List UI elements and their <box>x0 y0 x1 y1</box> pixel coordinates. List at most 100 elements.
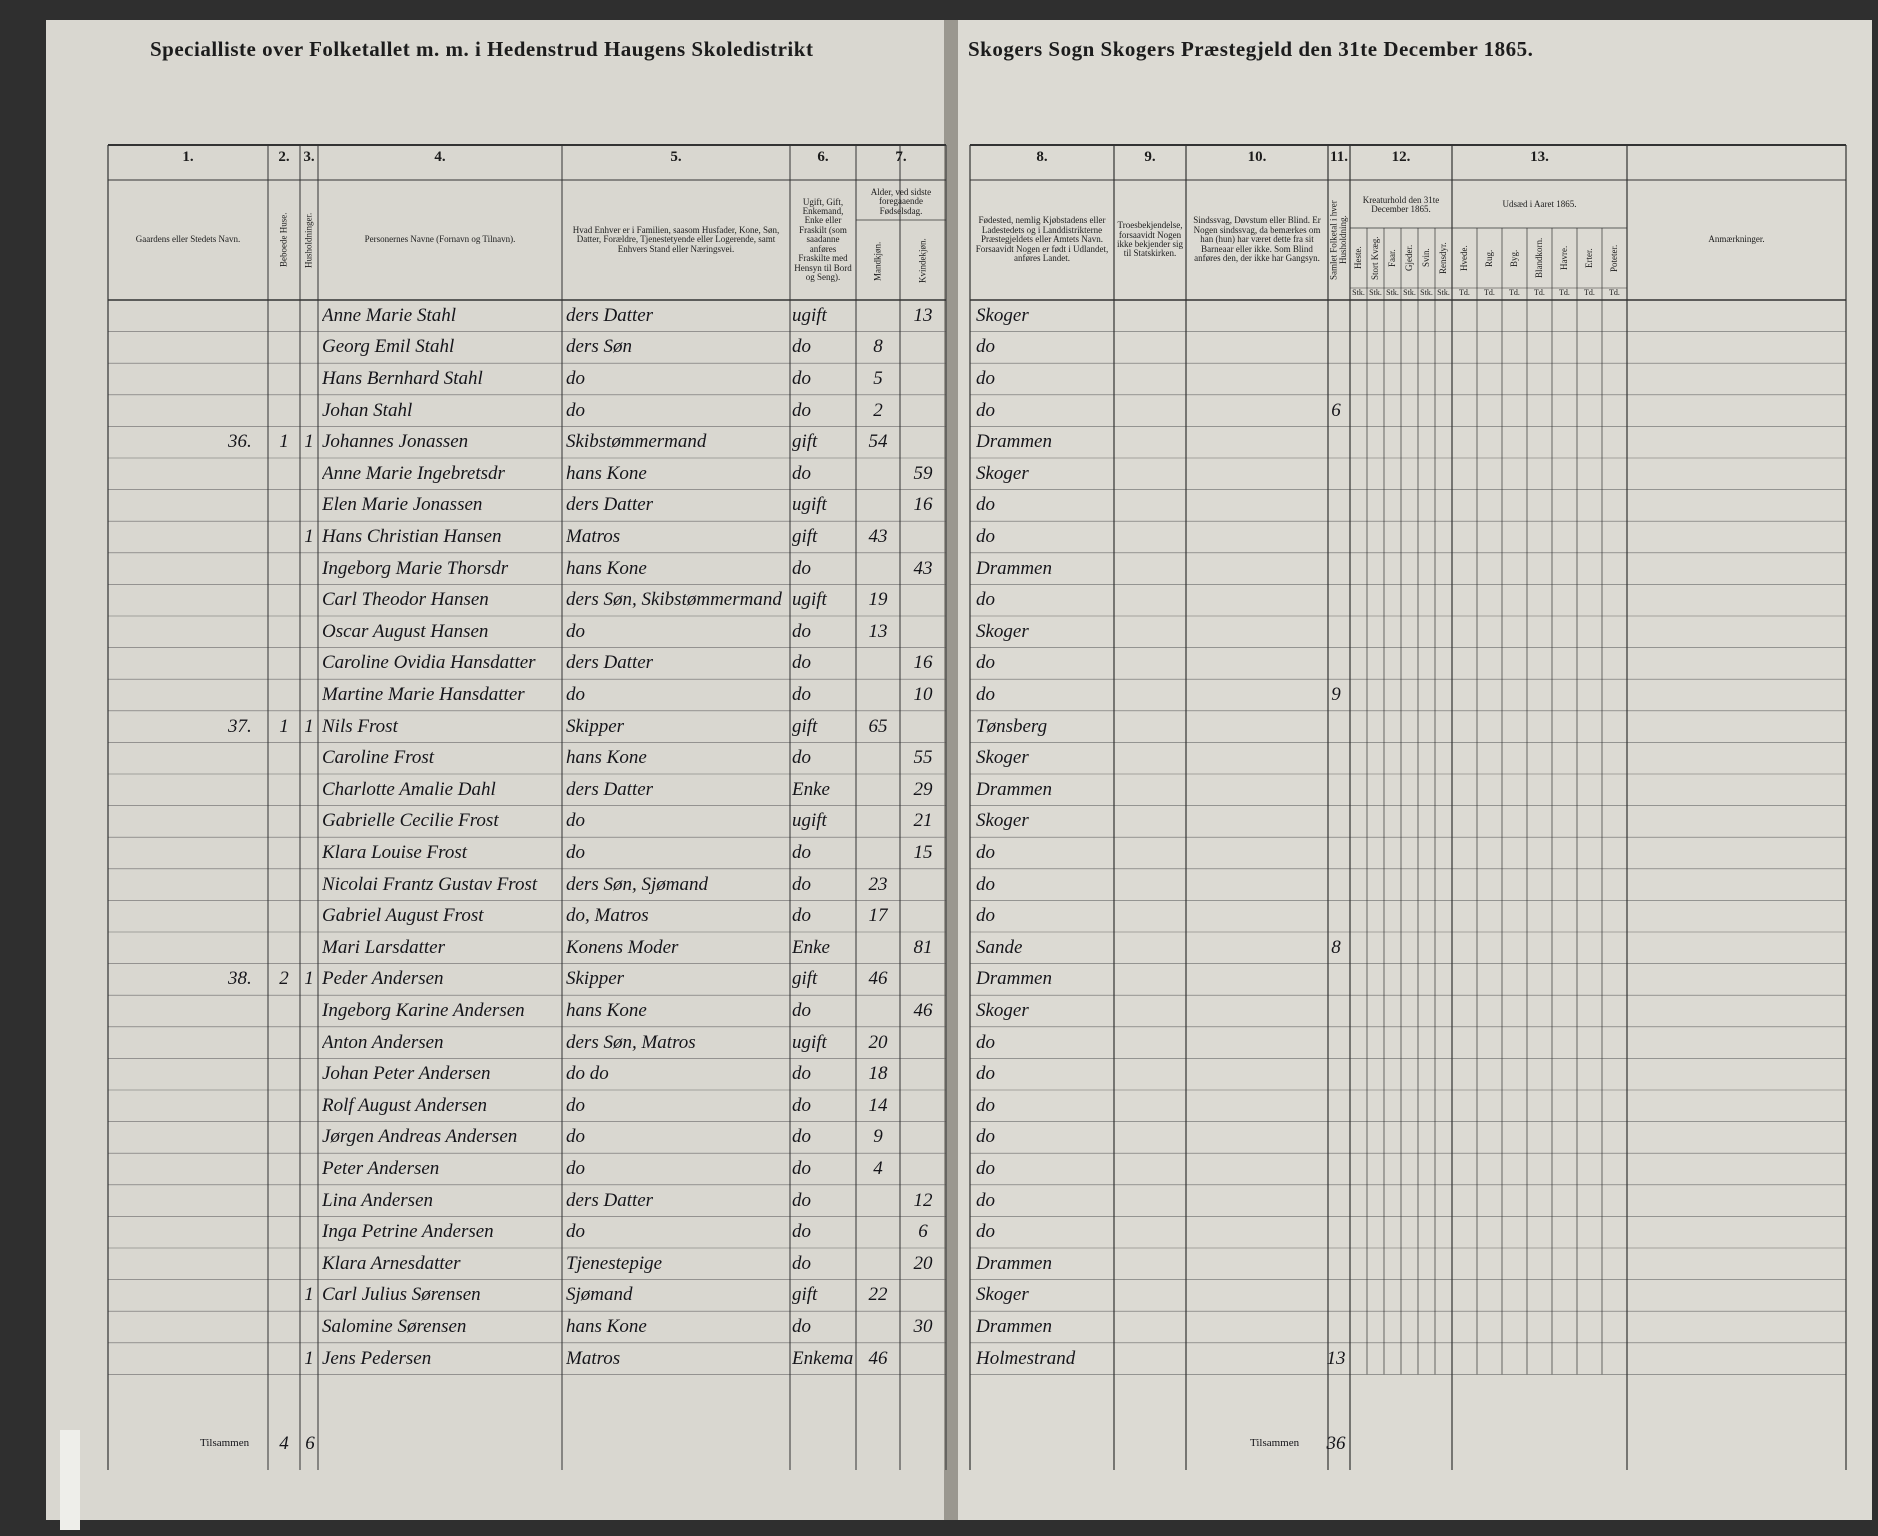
age-male: 20 <box>868 1031 888 1053</box>
person-name: Ingeborg Marie Thorsdr <box>322 557 509 579</box>
houses: 1 <box>279 715 289 737</box>
right-title: Skogers Sogn Skogers Præstegjeld den 31t… <box>968 38 1534 61</box>
right-page <box>956 20 1872 1520</box>
marital-status: Enkemand <box>792 1347 854 1369</box>
column-label: Sindssvag, Døvstum eller Blind. Er Nogen… <box>1193 215 1321 264</box>
column-number: 11. <box>1330 150 1348 165</box>
birthplace: do <box>976 399 995 421</box>
person-name: Martine Marie Hansdatter <box>322 684 525 706</box>
birthplace: do <box>976 1126 995 1148</box>
age-female: 59 <box>913 462 933 484</box>
households: 1 <box>304 1284 314 1306</box>
marital-status: do <box>792 1158 811 1180</box>
age-female: 81 <box>913 936 933 958</box>
person-name: Gabrielle Cecilie Frost <box>322 810 499 832</box>
households: 1 <box>304 431 314 453</box>
birthplace: Drammen <box>976 431 1052 453</box>
birthplace: Drammen <box>976 557 1052 579</box>
person-name: Hans Christian Hansen <box>322 526 502 548</box>
marital-status: do <box>792 1252 811 1274</box>
age-male: 22 <box>868 1284 888 1306</box>
marital-status: do <box>792 336 811 358</box>
family-position: Konens Moder <box>566 936 679 958</box>
birthplace: do <box>976 905 995 927</box>
column-number: 12. <box>1391 150 1411 165</box>
unit-label: Stk. <box>1369 289 1382 297</box>
marital-status: do <box>792 557 811 579</box>
person-name: Georg Emil Stahl <box>322 336 455 358</box>
column-number: 5. <box>670 150 682 165</box>
marital-status: do <box>792 842 811 864</box>
marital-status: do <box>792 905 811 927</box>
age-male: 65 <box>868 715 888 737</box>
birthplace: Skoger <box>976 1000 1029 1022</box>
age-female: 16 <box>913 494 933 516</box>
family-position: ders Søn <box>566 336 632 358</box>
person-name: Anne Marie Ingebretsdr <box>322 462 505 484</box>
sub-column-label: Havre. <box>1558 245 1569 271</box>
age-male: 43 <box>868 526 888 548</box>
marital-status: do <box>792 1126 811 1148</box>
age-male: 19 <box>868 589 888 611</box>
family-position: ders Datter <box>566 652 654 674</box>
person-name: Anton Andersen <box>322 1031 444 1053</box>
birthplace: do <box>976 1094 995 1116</box>
unit-label: Td. <box>1609 289 1620 297</box>
marital-status: do <box>792 1000 811 1022</box>
age-male: 46 <box>868 1347 888 1369</box>
household-total: 13 <box>1326 1347 1346 1369</box>
birthplace: do <box>976 842 995 864</box>
unit-label: Td. <box>1559 289 1570 297</box>
marital-status: do <box>792 1094 811 1116</box>
family-position: Skibstømmermand <box>566 431 707 453</box>
left-page <box>46 20 948 1520</box>
age-male: 5 <box>873 368 883 390</box>
sub-column-label: Rug. <box>1483 249 1494 267</box>
age-female: 13 <box>913 304 933 326</box>
sub-column-label: Hvede. <box>1458 245 1469 271</box>
family-position: ders Søn, Sjømand <box>566 873 708 895</box>
age-female: 55 <box>913 747 933 769</box>
birthplace: do <box>976 589 995 611</box>
person-name: Salomine Sørensen <box>322 1316 467 1338</box>
households: 1 <box>304 526 314 548</box>
left-title: Specialliste over Folketallet m. m. i He… <box>150 38 814 61</box>
marital-status: do <box>792 399 811 421</box>
marital-status: gift <box>792 715 818 737</box>
family-position: Matros <box>566 526 621 548</box>
column-label: Gaardens eller Stedets Navn. <box>135 234 241 245</box>
birthplace: Tønsberg <box>976 715 1048 737</box>
family-position: do <box>566 368 585 390</box>
column-label: Troesbekjendelse, forsaavidt Nogen ikke … <box>1117 220 1183 259</box>
column-label: Personernes Navne (Fornavn og Tilnavn). <box>364 234 516 245</box>
birthplace: do <box>976 526 995 548</box>
unit-label: Td. <box>1509 289 1520 297</box>
family-position: ders Søn, Matros <box>566 1031 696 1053</box>
marital-status: ugift <box>792 810 827 832</box>
column-number: 6. <box>817 150 829 165</box>
column-number: 1. <box>182 150 194 165</box>
marital-status: do <box>792 462 811 484</box>
family-position: Skipper <box>566 715 625 737</box>
farm-number: 37. <box>228 715 252 737</box>
age-male: 8 <box>873 336 883 358</box>
marital-status: do <box>792 368 811 390</box>
person-name: Ingeborg Karine Andersen <box>322 1000 525 1022</box>
unit-label: Stk. <box>1386 289 1399 297</box>
age-female: 43 <box>913 557 933 579</box>
person-name: Carl Julius Sørensen <box>322 1284 481 1306</box>
marital-status: gift <box>792 431 818 453</box>
column-label: Husholdninger. <box>303 212 314 268</box>
age-female: 30 <box>913 1316 933 1338</box>
family-position: ders Datter <box>566 778 654 800</box>
birthplace: Skoger <box>976 747 1029 769</box>
unit-label: Td. <box>1584 289 1595 297</box>
person-name: Caroline Ovidia Hansdatter <box>322 652 536 674</box>
family-position: hans Kone <box>566 557 647 579</box>
age-female: 21 <box>913 810 933 832</box>
family-position: do, Matros <box>566 905 649 927</box>
farm-number: 38. <box>228 968 252 990</box>
totals-label: Tilsammen <box>200 1437 250 1450</box>
age-female: 6 <box>918 1221 928 1243</box>
sub-column-label: Svin. <box>1420 248 1431 268</box>
